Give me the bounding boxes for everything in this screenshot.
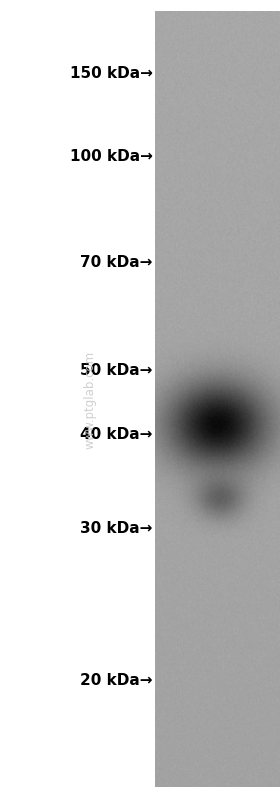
Text: 100 kDa→: 100 kDa→: [70, 149, 153, 164]
Text: 30 kDa→: 30 kDa→: [80, 522, 153, 536]
Text: 150 kDa→: 150 kDa→: [70, 66, 153, 81]
Text: 20 kDa→: 20 kDa→: [80, 674, 153, 688]
Text: 40 kDa→: 40 kDa→: [80, 427, 153, 442]
Text: www.ptglab.com: www.ptglab.com: [83, 351, 96, 448]
Text: 50 kDa→: 50 kDa→: [80, 364, 153, 378]
Text: 70 kDa→: 70 kDa→: [80, 255, 153, 269]
